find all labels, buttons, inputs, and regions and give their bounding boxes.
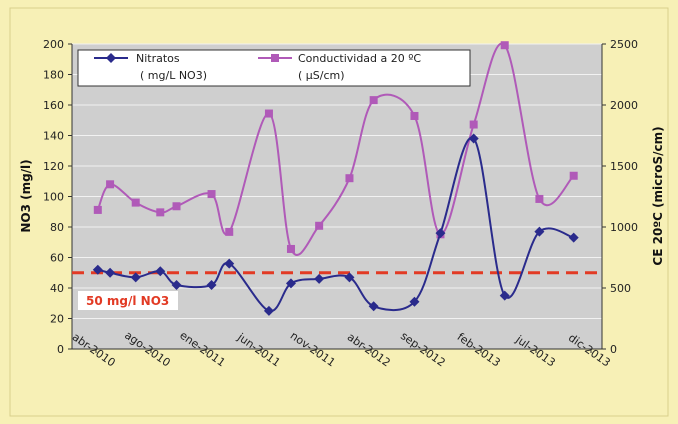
threshold-label-box (78, 291, 178, 310)
point-nitratos (263, 305, 274, 316)
y-left-tick-label: 40 (50, 282, 64, 295)
point-conductividad (315, 221, 324, 230)
legend-marker-conductividad (271, 54, 279, 62)
y-right-tick-label: 2500 (610, 38, 638, 51)
y-left-tick-label: 0 (57, 343, 64, 356)
point-conductividad (131, 198, 140, 207)
legend-label-conductividad: Conductividad a 20 ºC (298, 52, 421, 65)
legend-sublabel-nitratos: ( mg/L NO3) (140, 69, 207, 82)
y-right-tick-label: 2000 (610, 99, 638, 112)
point-conductividad (369, 96, 378, 105)
legend-label-nitratos: Nitratos (136, 52, 180, 65)
point-nitratos (534, 226, 545, 237)
point-conductividad (535, 194, 544, 203)
point-nitratos (435, 228, 446, 239)
y-right-tick-label: 1000 (610, 221, 638, 234)
left-axis: 0 20 40 60 80 100 120 140 160 180 200 (43, 38, 73, 356)
point-conductividad (207, 190, 216, 199)
point-nitratos (155, 266, 166, 277)
point-nitratos (314, 273, 325, 284)
y-left-tick-label: 160 (43, 99, 64, 112)
point-conductividad (410, 111, 419, 120)
y-left-tick-label: 200 (43, 38, 64, 51)
y-left-axis-title: NO3 (mg/l) (19, 159, 33, 232)
point-nitratos (285, 278, 296, 289)
point-nitratos (568, 232, 579, 243)
point-nitratos (344, 272, 355, 283)
y-right-tick-label: 500 (610, 282, 631, 295)
point-conductividad (156, 208, 165, 217)
legend-marker-nitratos (106, 53, 116, 63)
point-nitratos (468, 133, 479, 144)
point-nitratos (206, 279, 217, 290)
point-conductividad (286, 244, 295, 253)
point-nitratos (130, 272, 141, 283)
point-nitratos (105, 267, 116, 278)
y-right-tick-label: 1500 (610, 160, 638, 173)
point-nitratos (499, 290, 510, 301)
series-layer (92, 41, 579, 316)
point-conductividad (264, 109, 273, 118)
point-conductividad (225, 227, 234, 236)
y-left-tick-label: 140 (43, 130, 64, 143)
point-conductividad (106, 180, 115, 189)
point-conductividad (172, 202, 181, 211)
point-nitratos (224, 258, 235, 269)
y-right-tick-label: 0 (610, 343, 617, 356)
right-axis: 0 500 1000 1500 2000 2500 (601, 38, 638, 356)
threshold-label: 50 mg/l NO3 (86, 294, 169, 308)
y-left-tick-label: 20 (50, 313, 64, 326)
point-nitratos (171, 279, 182, 290)
point-nitratos (92, 264, 103, 275)
point-conductividad (93, 205, 102, 214)
point-nitratos (409, 296, 420, 307)
y-right-axis-title: CE 20ºC (microS/cm) (651, 126, 665, 265)
point-conductividad (569, 171, 578, 180)
legend: Nitratos ( mg/L NO3) Conductividad a 20 … (77, 49, 471, 87)
y-left-tick-label: 180 (43, 69, 64, 82)
point-conductividad (345, 174, 354, 183)
y-left-tick-label: 60 (50, 252, 64, 265)
y-left-tick-label: 100 (43, 191, 64, 204)
y-left-tick-label: 120 (43, 160, 64, 173)
y-left-tick-label: 80 (50, 221, 64, 234)
point-conductividad (469, 120, 478, 129)
point-conductividad (500, 41, 509, 50)
legend-sublabel-conductividad: ( µS/cm) (298, 69, 345, 82)
point-nitratos (368, 301, 379, 312)
